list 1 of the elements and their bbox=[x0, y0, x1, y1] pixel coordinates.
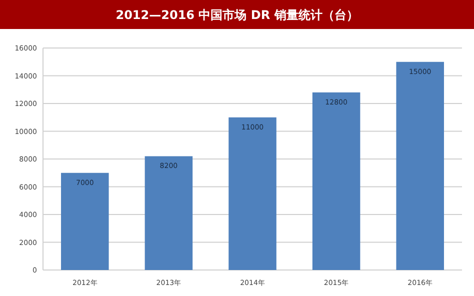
chart-title: 2012—2016 中国市场 DR 销量统计（台） bbox=[116, 8, 358, 22]
